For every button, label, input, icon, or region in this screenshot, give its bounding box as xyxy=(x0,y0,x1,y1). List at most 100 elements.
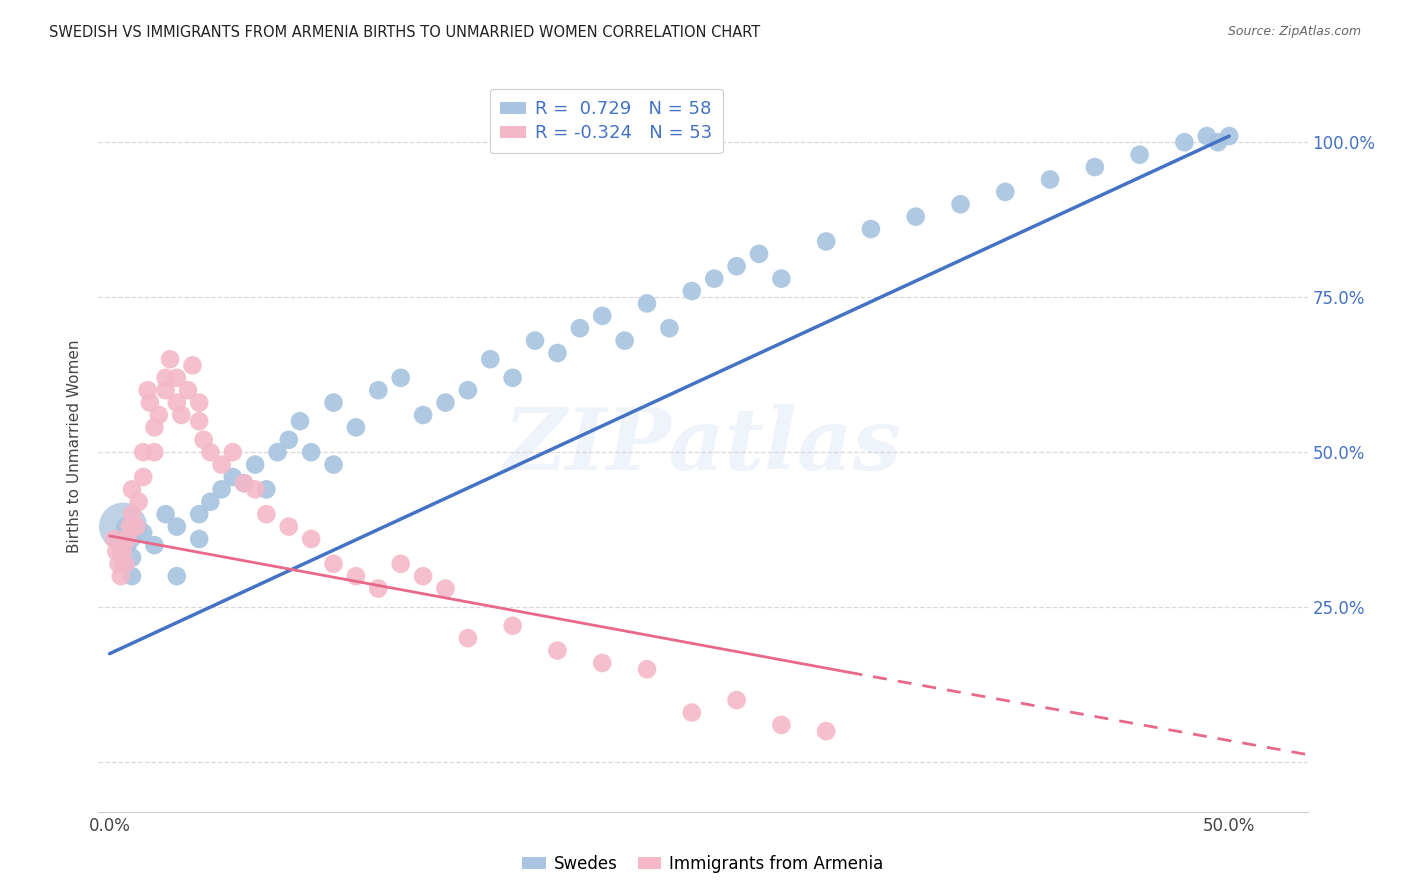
Point xyxy=(1039,172,1062,186)
Point xyxy=(613,334,636,348)
Point xyxy=(1206,135,1229,149)
Point xyxy=(132,470,155,484)
Point xyxy=(344,420,367,434)
Point xyxy=(200,445,222,459)
Point xyxy=(121,569,143,583)
Point xyxy=(125,519,148,533)
Point xyxy=(288,414,311,428)
Point xyxy=(277,519,299,533)
Point xyxy=(524,334,547,348)
Point xyxy=(121,550,143,565)
Point xyxy=(568,321,591,335)
Point xyxy=(117,532,139,546)
Point xyxy=(166,371,188,385)
Point xyxy=(299,532,322,546)
Point xyxy=(211,458,233,472)
Point xyxy=(725,259,748,273)
Point xyxy=(681,284,703,298)
Point xyxy=(143,538,166,552)
Point xyxy=(112,557,135,571)
Point xyxy=(114,557,136,571)
Point xyxy=(143,445,166,459)
Point xyxy=(233,476,256,491)
Point xyxy=(188,532,211,546)
Point xyxy=(904,210,927,224)
Point xyxy=(181,359,204,373)
Legend: Swedes, Immigrants from Armenia: Swedes, Immigrants from Armenia xyxy=(516,848,890,880)
Point xyxy=(367,582,389,596)
Point xyxy=(994,185,1017,199)
Point xyxy=(159,352,181,367)
Point xyxy=(748,247,770,261)
Point xyxy=(155,371,177,385)
Point xyxy=(479,352,502,367)
Point xyxy=(457,631,479,645)
Point xyxy=(1173,135,1195,149)
Point xyxy=(322,557,344,571)
Text: SWEDISH VS IMMIGRANTS FROM ARMENIA BIRTHS TO UNMARRIED WOMEN CORRELATION CHART: SWEDISH VS IMMIGRANTS FROM ARMENIA BIRTH… xyxy=(49,25,761,40)
Point xyxy=(434,582,457,596)
Point xyxy=(658,321,681,335)
Point xyxy=(112,544,135,558)
Point xyxy=(193,433,215,447)
Point xyxy=(243,458,266,472)
Point xyxy=(243,483,266,497)
Point xyxy=(770,718,793,732)
Point xyxy=(136,383,159,397)
Point xyxy=(222,470,245,484)
Point xyxy=(132,445,155,459)
Point xyxy=(254,507,277,521)
Point xyxy=(166,395,188,409)
Point xyxy=(502,371,524,385)
Text: ZIPatlas: ZIPatlas xyxy=(503,404,903,488)
Point xyxy=(949,197,972,211)
Text: Source: ZipAtlas.com: Source: ZipAtlas.com xyxy=(1227,25,1361,38)
Point xyxy=(703,271,725,285)
Point xyxy=(636,296,658,310)
Point xyxy=(859,222,882,236)
Point xyxy=(299,445,322,459)
Point xyxy=(322,395,344,409)
Point xyxy=(412,408,434,422)
Point xyxy=(118,519,141,533)
Point xyxy=(725,693,748,707)
Point xyxy=(344,569,367,583)
Point xyxy=(457,383,479,397)
Point xyxy=(277,433,299,447)
Point xyxy=(254,483,277,497)
Point xyxy=(222,445,245,459)
Point xyxy=(389,371,412,385)
Point xyxy=(681,706,703,720)
Point xyxy=(636,662,658,676)
Point xyxy=(412,569,434,583)
Point xyxy=(103,532,125,546)
Point xyxy=(105,544,128,558)
Point xyxy=(110,569,132,583)
Point xyxy=(177,383,200,397)
Point xyxy=(110,544,132,558)
Point xyxy=(188,414,211,428)
Point xyxy=(188,507,211,521)
Point xyxy=(114,519,136,533)
Point xyxy=(107,557,129,571)
Point xyxy=(591,656,613,670)
Point xyxy=(502,619,524,633)
Point xyxy=(1195,129,1218,144)
Point xyxy=(112,519,135,533)
Point xyxy=(166,519,188,533)
Point xyxy=(117,538,139,552)
Point xyxy=(148,408,170,422)
Point xyxy=(166,569,188,583)
Point xyxy=(121,507,143,521)
Point xyxy=(139,395,162,409)
Point xyxy=(1084,160,1107,174)
Point xyxy=(1218,129,1240,144)
Point xyxy=(211,483,233,497)
Point xyxy=(367,383,389,397)
Point xyxy=(546,346,568,360)
Point xyxy=(546,643,568,657)
Point xyxy=(815,724,838,739)
Point xyxy=(434,395,457,409)
Point xyxy=(200,495,222,509)
Point xyxy=(170,408,193,422)
